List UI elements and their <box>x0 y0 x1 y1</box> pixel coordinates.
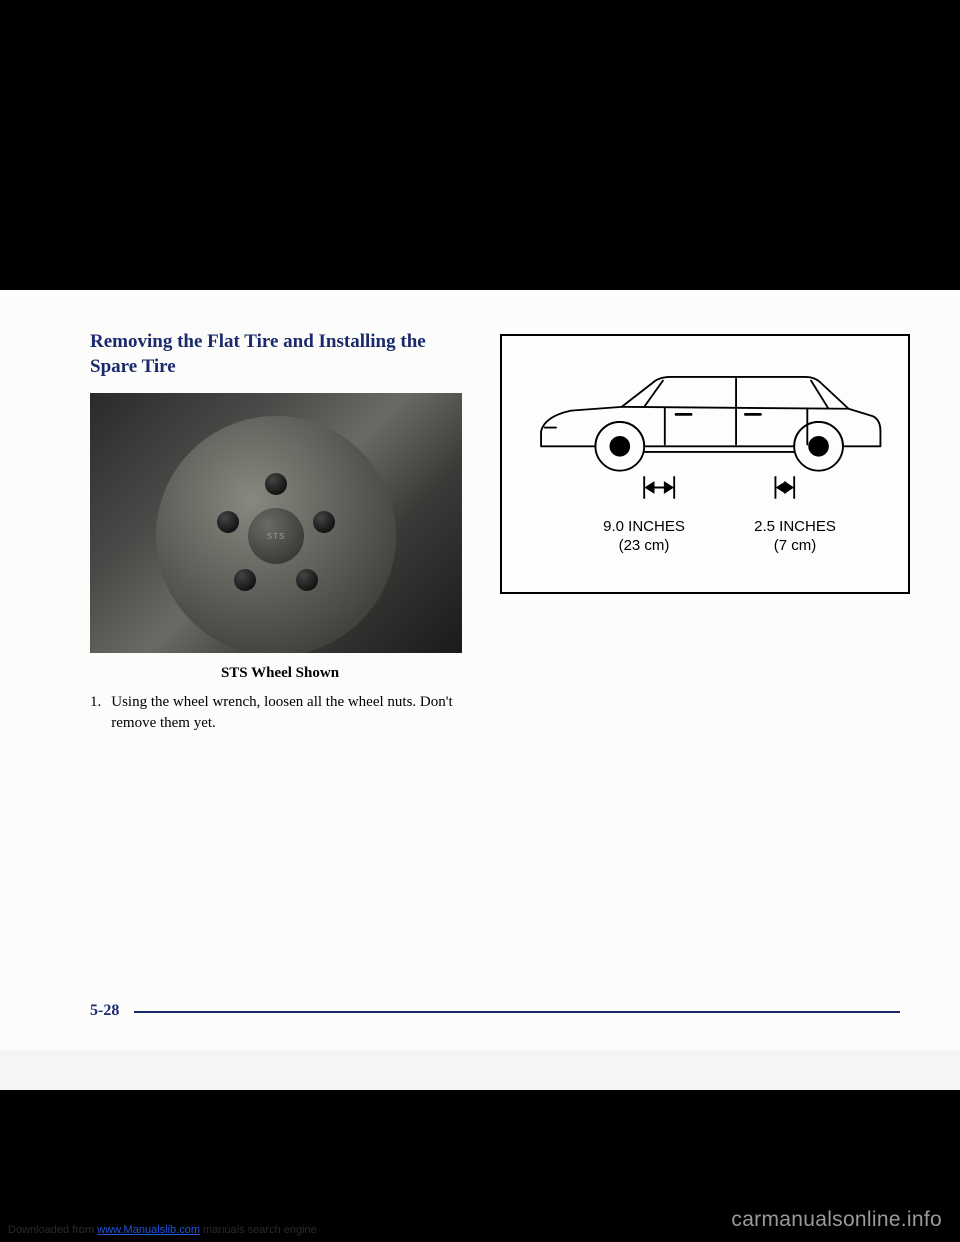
lug-nut-icon <box>296 569 318 591</box>
lug-nut-icon <box>234 569 256 591</box>
center-cap-badge: STS <box>267 532 286 541</box>
footer-watermark: carmanualsonline.info <box>731 1208 942 1232</box>
page-number: 5-28 <box>90 1002 119 1020</box>
front-cm: (23 cm) <box>584 537 704 556</box>
page-rule <box>134 1011 900 1013</box>
rear-inches: 2.5 INCHES <box>740 518 850 537</box>
content-row: Removing the Flat Tire and Installing th… <box>90 330 900 733</box>
photo-caption: STS Wheel Shown <box>90 665 470 682</box>
front-inches: 9.0 INCHES <box>584 518 704 537</box>
left-column: Removing the Flat Tire and Installing th… <box>90 330 470 733</box>
scan-gutter <box>0 1050 960 1090</box>
footer-left-prefix: Downloaded from <box>8 1224 97 1236</box>
manual-page: Removing the Flat Tire and Installing th… <box>0 290 960 1050</box>
section-title: Removing the Flat Tire and Installing th… <box>90 330 470 379</box>
wheel-hub: STS <box>156 416 396 653</box>
step-item: 1. Using the wheel wrench, loosen all th… <box>90 692 470 733</box>
center-cap: STS <box>248 508 304 564</box>
step-text: Using the wheel wrench, loosen all the w… <box>111 692 470 733</box>
rear-dimension: 2.5 INCHES (7 cm) <box>740 518 850 556</box>
lug-nut-icon <box>265 473 287 495</box>
wheel-photo: STS <box>90 393 462 653</box>
footer-link[interactable]: www.Manualslib.com <box>97 1224 200 1236</box>
footer-left: Downloaded from www.Manualslib.com manua… <box>8 1224 317 1236</box>
front-dimension: 9.0 INCHES (23 cm) <box>584 518 704 556</box>
car-outline-svg <box>512 360 902 510</box>
lug-nut-icon <box>217 511 239 533</box>
right-column: 9.0 INCHES (23 cm) 2.5 INCHES (7 cm) <box>500 330 910 733</box>
lug-nut-icon <box>313 511 335 533</box>
step-list: 1. Using the wheel wrench, loosen all th… <box>90 692 470 733</box>
jack-point-diagram: 9.0 INCHES (23 cm) 2.5 INCHES (7 cm) <box>500 334 910 594</box>
footer-left-suffix: manuals search engine <box>200 1224 317 1236</box>
rear-cm: (7 cm) <box>740 537 850 556</box>
step-number: 1. <box>90 692 101 733</box>
